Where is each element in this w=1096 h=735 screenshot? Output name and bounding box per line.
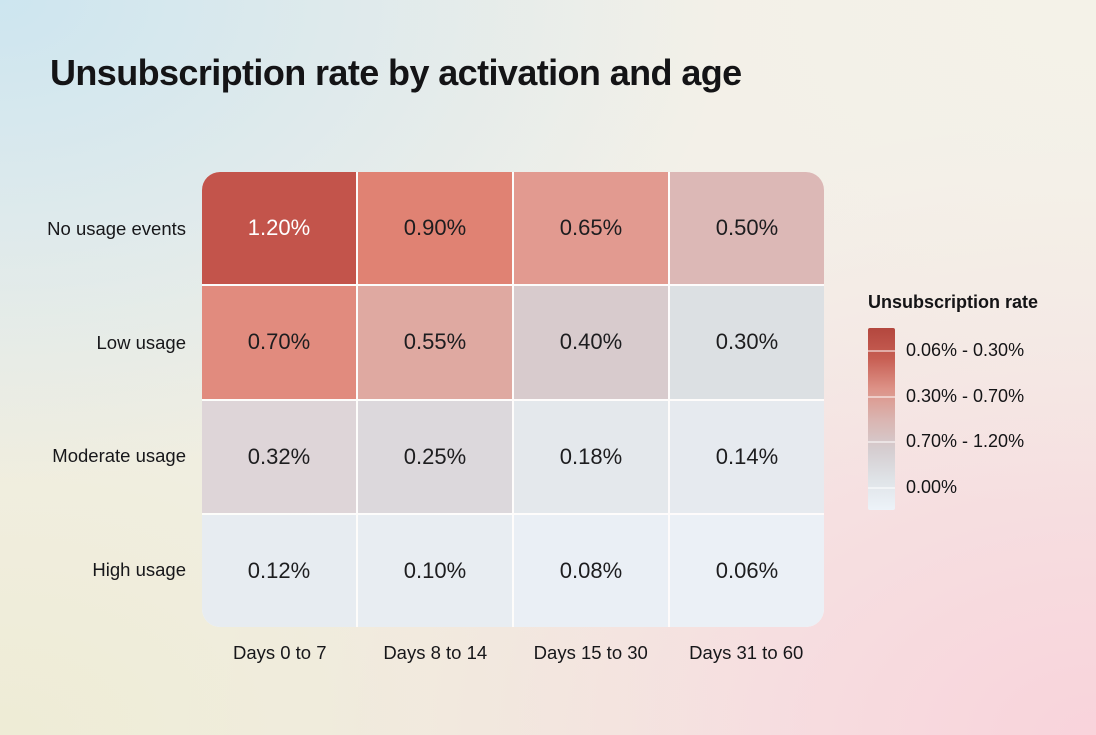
- heatmap-cell[interactable]: 0.30%: [670, 286, 824, 399]
- x-axis-labels: Days 0 to 7 Days 8 to 14 Days 15 to 30 D…: [202, 629, 824, 677]
- legend-labels: 0.06% - 0.30% 0.30% - 0.70% 0.70% - 1.20…: [906, 328, 1024, 510]
- heatmap-cell[interactable]: 0.40%: [514, 286, 668, 399]
- page-title: Unsubscription rate by activation and ag…: [50, 52, 742, 93]
- heatmap-cell[interactable]: 1.20%: [202, 172, 356, 285]
- heatmap-cell[interactable]: 0.18%: [514, 400, 668, 513]
- heatmap-cell[interactable]: 0.50%: [670, 172, 824, 285]
- legend-entry: 0.06% - 0.30%: [906, 340, 1025, 361]
- col-label-days-8-14: Days 8 to 14: [383, 642, 488, 663]
- legend-entry: 0.00%: [906, 476, 958, 497]
- heatmap-cell[interactable]: 0.55%: [358, 286, 512, 399]
- col-label-days-31-60: Days 31 to 60: [689, 642, 804, 663]
- legend-title: Unsubscription rate: [868, 292, 1039, 312]
- row-label-low-usage: Low usage: [96, 331, 186, 353]
- legend: Unsubscription rate 0.06% - 0.30% 0.30% …: [868, 292, 1090, 510]
- heatmap-cell[interactable]: 0.08%: [514, 514, 668, 627]
- heatmap-cell[interactable]: 0.06%: [670, 514, 824, 627]
- heatmap-cell[interactable]: 0.12%: [202, 514, 356, 627]
- heatmap-cell[interactable]: 0.25%: [358, 400, 512, 513]
- colorbar-tick: [868, 486, 895, 489]
- colorbar-tick: [868, 395, 895, 398]
- legend-entry: 0.70% - 1.20%: [906, 431, 1025, 452]
- col-label-days-0-7: Days 0 to 7: [232, 642, 327, 663]
- heatmap-cell[interactable]: 0.65%: [514, 172, 668, 285]
- col-label-days-15-30: Days 15 to 30: [533, 642, 648, 663]
- y-axis-labels: No usage events Low usage Moderate usage…: [0, 172, 186, 627]
- heatmap-cell[interactable]: 0.70%: [202, 286, 356, 399]
- colorbar-tick: [868, 441, 895, 444]
- row-label-no-usage: No usage events: [47, 217, 186, 239]
- legend-colorbar: [868, 328, 895, 510]
- heatmap-grid: 1.20% 0.90% 0.65% 0.50% 0.70% 0.55% 0.40…: [202, 172, 824, 627]
- heatmap-cell[interactable]: 0.10%: [358, 514, 512, 627]
- legend-entry: 0.30% - 0.70%: [906, 385, 1025, 406]
- heatmap-cell[interactable]: 0.90%: [358, 172, 512, 285]
- heatmap-cell[interactable]: 0.14%: [670, 400, 824, 513]
- row-label-moderate-usage: Moderate usage: [52, 445, 186, 467]
- row-label-high-usage: High usage: [92, 559, 186, 581]
- colorbar-tick: [868, 350, 895, 353]
- heatmap-cell[interactable]: 0.32%: [202, 400, 356, 513]
